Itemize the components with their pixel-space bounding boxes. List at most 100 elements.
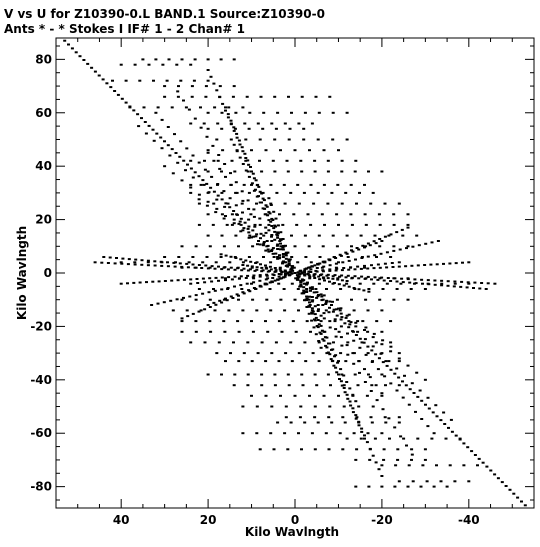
- uv-point: [416, 395, 420, 398]
- uv-point: [250, 394, 253, 397]
- uv-point: [166, 265, 170, 268]
- uv-point: [370, 421, 374, 424]
- uv-point: [180, 317, 184, 320]
- uv-point: [420, 399, 424, 402]
- uv-point: [308, 394, 311, 397]
- uv-point: [200, 267, 204, 269]
- uv-point: [217, 265, 220, 268]
- uv-point: [375, 399, 379, 402]
- uv-point: [389, 368, 393, 371]
- uv-point: [377, 468, 381, 471]
- uv-point: [247, 289, 251, 292]
- uv-point: [395, 389, 399, 392]
- uv-point: [373, 254, 377, 257]
- uv-point: [349, 183, 353, 186]
- uv-point: [260, 266, 264, 269]
- uv-point: [346, 341, 350, 344]
- uv-point: [423, 264, 427, 266]
- uv-point: [380, 394, 384, 397]
- uv-point: [246, 159, 250, 162]
- uv-point: [212, 202, 216, 205]
- uv-point: [363, 368, 366, 371]
- uv-point: [357, 405, 361, 408]
- uv-point: [273, 95, 277, 98]
- uv-point: [333, 274, 337, 277]
- uv-point: [375, 256, 378, 258]
- x-tick-label: 0: [291, 513, 299, 527]
- uv-point: [279, 394, 282, 397]
- uv-point: [410, 448, 414, 451]
- uv-point: [353, 373, 357, 376]
- uv-point: [339, 288, 343, 290]
- uv-point: [270, 280, 274, 283]
- uv-point: [289, 268, 293, 271]
- uv-point: [237, 222, 241, 225]
- uv-point: [163, 165, 167, 168]
- uv-point: [251, 298, 255, 301]
- uv-point: [283, 122, 287, 125]
- uv-point: [478, 287, 482, 290]
- uv-point: [178, 155, 182, 158]
- uv-point: [293, 149, 297, 152]
- uv-point: [274, 217, 278, 220]
- uv-point: [187, 108, 191, 111]
- uv-point: [295, 278, 299, 281]
- y-tick-label: 0: [44, 266, 52, 280]
- uv-point: [152, 79, 155, 82]
- uv-point: [363, 338, 367, 341]
- uv-point: [326, 273, 330, 276]
- uv-point: [232, 222, 236, 225]
- uv-point: [242, 352, 246, 355]
- uv-point: [219, 256, 223, 258]
- uv-point: [216, 159, 220, 162]
- uv-point: [303, 271, 306, 274]
- uv-point: [296, 276, 300, 279]
- uv-point: [232, 210, 236, 212]
- uv-point: [241, 163, 245, 165]
- uv-point: [246, 274, 250, 277]
- uv-point: [389, 341, 393, 344]
- uv-point: [154, 111, 158, 114]
- uv-point: [352, 432, 356, 435]
- uv-point: [382, 448, 386, 451]
- uv-point: [321, 245, 325, 248]
- uv-point: [207, 291, 211, 294]
- uv-point: [224, 109, 227, 112]
- uv-point: [297, 202, 301, 205]
- uv-point: [426, 282, 430, 285]
- uv-point: [284, 244, 287, 247]
- uv-point: [206, 69, 210, 71]
- uv-point: [370, 349, 374, 352]
- uv-point: [300, 292, 304, 295]
- uv-point: [119, 63, 123, 66]
- uv-point: [173, 265, 177, 268]
- uv-point: [330, 360, 334, 363]
- uv-point: [296, 261, 300, 264]
- uv-point: [194, 294, 198, 297]
- uv-point: [298, 272, 302, 275]
- uv-point: [384, 384, 387, 387]
- uv-point: [240, 146, 244, 149]
- uv-point: [260, 341, 264, 344]
- uv-point: [442, 262, 445, 265]
- uv-point: [284, 416, 288, 419]
- uv-point: [265, 240, 269, 242]
- uv-point: [316, 421, 320, 424]
- y-tick-label: -80: [30, 480, 52, 494]
- uv-point: [174, 261, 177, 264]
- uv-point: [278, 213, 281, 216]
- uv-point: [239, 284, 243, 287]
- uv-point: [154, 58, 158, 61]
- uv-point: [322, 183, 326, 186]
- uv-point: [366, 267, 370, 270]
- uv-point: [258, 279, 262, 282]
- uv-point: [319, 346, 323, 349]
- uv-point: [293, 394, 297, 397]
- uv-point: [347, 320, 351, 323]
- uv-point: [244, 138, 248, 141]
- uv-point: [275, 233, 279, 236]
- uv-point: [214, 276, 218, 279]
- uv-point: [216, 122, 220, 125]
- uv-point: [246, 341, 250, 344]
- uv-point: [339, 336, 343, 339]
